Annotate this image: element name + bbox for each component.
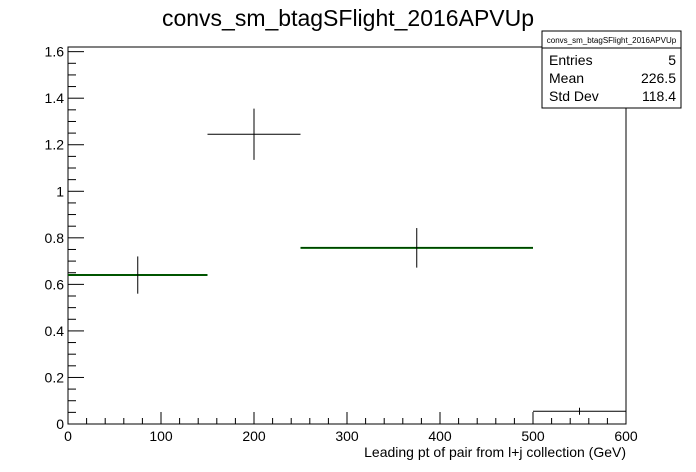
x-tick-label: 0 xyxy=(64,428,72,444)
y-tick-label: 0.4 xyxy=(45,323,65,339)
x-axis-title: Leading pt of pair from l+j collection (… xyxy=(364,444,626,460)
y-tick-label: 1 xyxy=(56,183,64,199)
stats-box: convs_sm_btagSFlight_2016APVUp Entries 5… xyxy=(541,30,682,109)
y-tick-label: 0.8 xyxy=(45,230,65,246)
stats-mean-value: 226.5 xyxy=(641,70,676,86)
stats-entries-value: 5 xyxy=(668,52,676,68)
y-tick-label: 0 xyxy=(56,416,64,432)
stats-entries-label: Entries xyxy=(549,52,593,68)
x-axis: 0 100 200 300 400 500 600 xyxy=(64,412,638,444)
stats-stddev-label: Std Dev xyxy=(549,88,599,104)
data-point xyxy=(68,256,208,294)
y-tick-label: 1.2 xyxy=(45,137,65,153)
data-points xyxy=(68,108,626,415)
x-tick-label: 600 xyxy=(614,428,638,444)
y-axis: 0 0.2 0.4 0.6 0.8 1 1.2 1.4 1.6 xyxy=(45,44,84,432)
stats-box-name: convs_sm_btagSFlight_2016APVUp xyxy=(547,36,677,45)
stats-mean-label: Mean xyxy=(549,70,584,86)
data-point xyxy=(533,407,626,415)
y-tick-label: 1.4 xyxy=(45,90,65,106)
stats-stddev-value: 118.4 xyxy=(642,88,676,104)
x-tick-label: 200 xyxy=(242,428,266,444)
data-point xyxy=(207,108,301,160)
stats-box-border xyxy=(541,30,682,109)
x-tick-label: 300 xyxy=(335,428,359,444)
x-tick-label: 400 xyxy=(428,428,452,444)
y-tick-label: 0.6 xyxy=(45,276,65,292)
chart-title: convs_sm_btagSFlight_2016APVUp xyxy=(162,5,534,31)
y-tick-label: 1.6 xyxy=(45,44,65,60)
x-tick-label: 500 xyxy=(521,428,545,444)
y-tick-label: 0.2 xyxy=(45,369,65,385)
data-point xyxy=(300,228,533,268)
x-tick-label: 100 xyxy=(149,428,173,444)
